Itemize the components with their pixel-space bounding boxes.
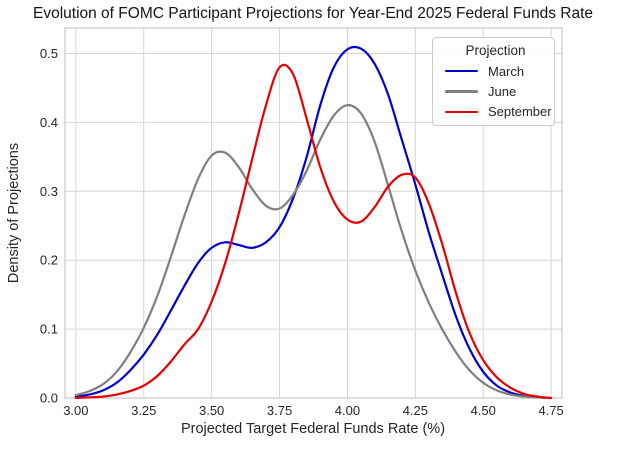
curve-march [74,45,553,400]
y-tick-label: 0.1 [40,322,58,337]
x-tick-label: 4.25 [403,403,428,418]
march-line-swatch-icon [445,69,478,73]
x-tick-label: 3.50 [199,403,224,418]
x-tick-label: 3.00 [63,403,88,418]
y-tick-label: 0.0 [40,391,58,406]
legend-label-september: September [488,104,552,120]
x-tick-label: 3.25 [131,403,156,418]
legend-entry-march: March [445,61,546,81]
y-tick-label: 0.3 [40,184,58,199]
legend-label-march: March [488,63,525,79]
legend-entry-september: September [445,102,552,122]
x-tick-label: 4.50 [471,403,496,418]
june-line-swatch-icon [445,90,478,93]
axes-spine [64,27,563,399]
legend: Projection March June September [432,37,555,126]
legend-entry-june: June [445,81,546,101]
curve-september [74,63,553,400]
y-tick-label: 0.5 [40,46,58,61]
y-tick-label: 0.4 [40,115,58,130]
curve-june [74,104,553,400]
x-tick-label: 3.75 [267,403,292,418]
x-tick-label: 4.75 [538,403,563,418]
september-line-swatch-icon [445,110,478,114]
legend-title: Projection [465,43,526,58]
y-tick-label: 0.2 [40,253,58,268]
chart-title: Evolution of FOMC Participant Projection… [32,5,594,22]
legend-label-june: June [488,83,517,99]
x-tick-label: 4.00 [335,403,360,418]
x-axis-label: Projected Target Federal Funds Rate (%) [180,421,446,437]
